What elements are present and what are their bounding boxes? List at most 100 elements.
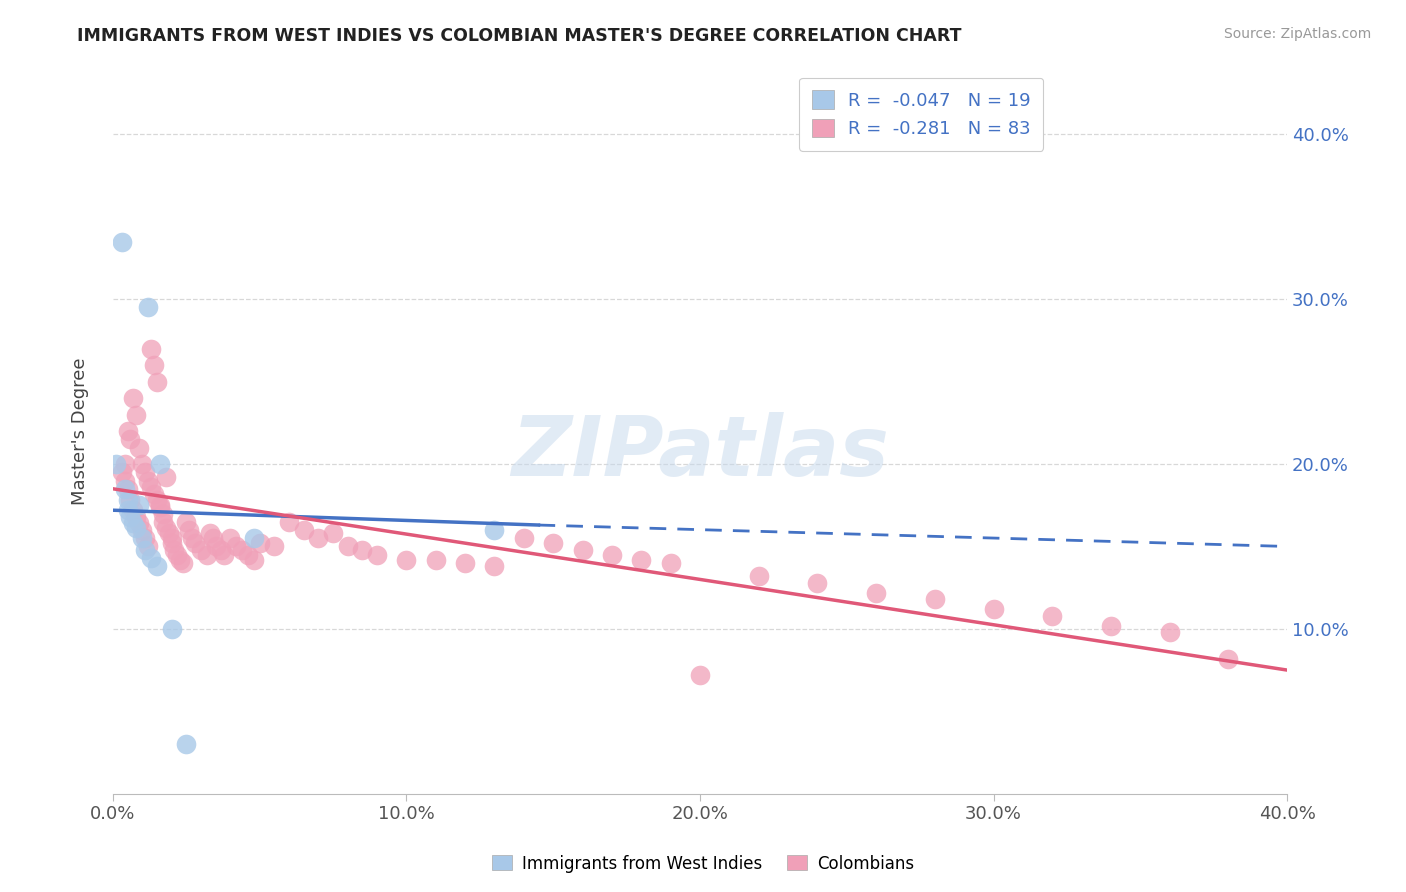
- Point: [454, 556, 477, 570]
- Point: [174, 515, 197, 529]
- Point: [122, 516, 145, 531]
- Point: [1040, 608, 1063, 623]
- Point: [659, 556, 682, 570]
- Point: [146, 559, 169, 574]
- Point: [600, 548, 623, 562]
- Point: [128, 516, 150, 531]
- Point: [139, 480, 162, 494]
- Point: [484, 559, 506, 574]
- Point: [160, 622, 183, 636]
- Point: [806, 575, 828, 590]
- Text: Source: ZipAtlas.com: Source: ZipAtlas.com: [1223, 27, 1371, 41]
- Point: [117, 493, 139, 508]
- Point: [142, 358, 165, 372]
- Point: [249, 536, 271, 550]
- Point: [1218, 651, 1240, 665]
- Point: [198, 526, 221, 541]
- Point: [1159, 625, 1181, 640]
- Point: [242, 531, 264, 545]
- Point: [236, 548, 259, 562]
- Point: [125, 509, 148, 524]
- Point: [117, 503, 139, 517]
- Point: [395, 552, 418, 566]
- Point: [136, 474, 159, 488]
- Point: [136, 301, 159, 315]
- Text: ZIPatlas: ZIPatlas: [510, 412, 889, 493]
- Point: [425, 552, 447, 566]
- Point: [134, 542, 156, 557]
- Point: [149, 498, 172, 512]
- Point: [117, 424, 139, 438]
- Y-axis label: Master's Degree: Master's Degree: [72, 358, 89, 505]
- Legend: R =  -0.047   N = 19, R =  -0.281   N = 83: R = -0.047 N = 19, R = -0.281 N = 83: [799, 78, 1043, 151]
- Point: [924, 592, 946, 607]
- Point: [169, 552, 191, 566]
- Point: [134, 465, 156, 479]
- Point: [146, 375, 169, 389]
- Point: [231, 542, 253, 557]
- Point: [983, 602, 1005, 616]
- Point: [114, 457, 136, 471]
- Point: [865, 585, 887, 599]
- Point: [134, 531, 156, 545]
- Point: [190, 542, 212, 557]
- Point: [125, 408, 148, 422]
- Point: [242, 552, 264, 566]
- Point: [125, 521, 148, 535]
- Point: [104, 457, 127, 471]
- Point: [152, 515, 174, 529]
- Point: [336, 540, 359, 554]
- Point: [1099, 618, 1122, 632]
- Point: [120, 509, 142, 524]
- Point: [139, 342, 162, 356]
- Point: [214, 548, 236, 562]
- Point: [174, 737, 197, 751]
- Point: [136, 540, 159, 554]
- Point: [263, 540, 285, 554]
- Point: [484, 523, 506, 537]
- Point: [211, 542, 233, 557]
- Point: [155, 521, 177, 535]
- Point: [571, 542, 593, 557]
- Text: IMMIGRANTS FROM WEST INDIES VS COLOMBIAN MASTER'S DEGREE CORRELATION CHART: IMMIGRANTS FROM WEST INDIES VS COLOMBIAN…: [77, 27, 962, 45]
- Point: [142, 487, 165, 501]
- Point: [155, 470, 177, 484]
- Point: [219, 531, 242, 545]
- Legend: Immigrants from West Indies, Colombians: Immigrants from West Indies, Colombians: [485, 848, 921, 880]
- Point: [322, 526, 344, 541]
- Point: [114, 474, 136, 488]
- Point: [201, 531, 224, 545]
- Point: [160, 536, 183, 550]
- Point: [541, 536, 564, 550]
- Point: [352, 542, 374, 557]
- Point: [114, 482, 136, 496]
- Point: [120, 493, 142, 508]
- Point: [278, 515, 301, 529]
- Point: [689, 668, 711, 682]
- Point: [292, 523, 315, 537]
- Point: [225, 540, 247, 554]
- Point: [630, 552, 652, 566]
- Point: [157, 526, 180, 541]
- Point: [149, 500, 172, 514]
- Point: [128, 498, 150, 512]
- Point: [111, 235, 134, 249]
- Point: [163, 542, 186, 557]
- Point: [166, 548, 188, 562]
- Point: [122, 391, 145, 405]
- Point: [117, 482, 139, 496]
- Point: [181, 531, 204, 545]
- Point: [131, 531, 153, 545]
- Point: [111, 465, 134, 479]
- Point: [139, 551, 162, 566]
- Point: [152, 507, 174, 521]
- Point: [120, 433, 142, 447]
- Point: [179, 523, 201, 537]
- Point: [128, 441, 150, 455]
- Point: [172, 556, 194, 570]
- Point: [131, 523, 153, 537]
- Point: [366, 548, 388, 562]
- Point: [146, 493, 169, 508]
- Point: [149, 457, 172, 471]
- Point: [160, 531, 183, 545]
